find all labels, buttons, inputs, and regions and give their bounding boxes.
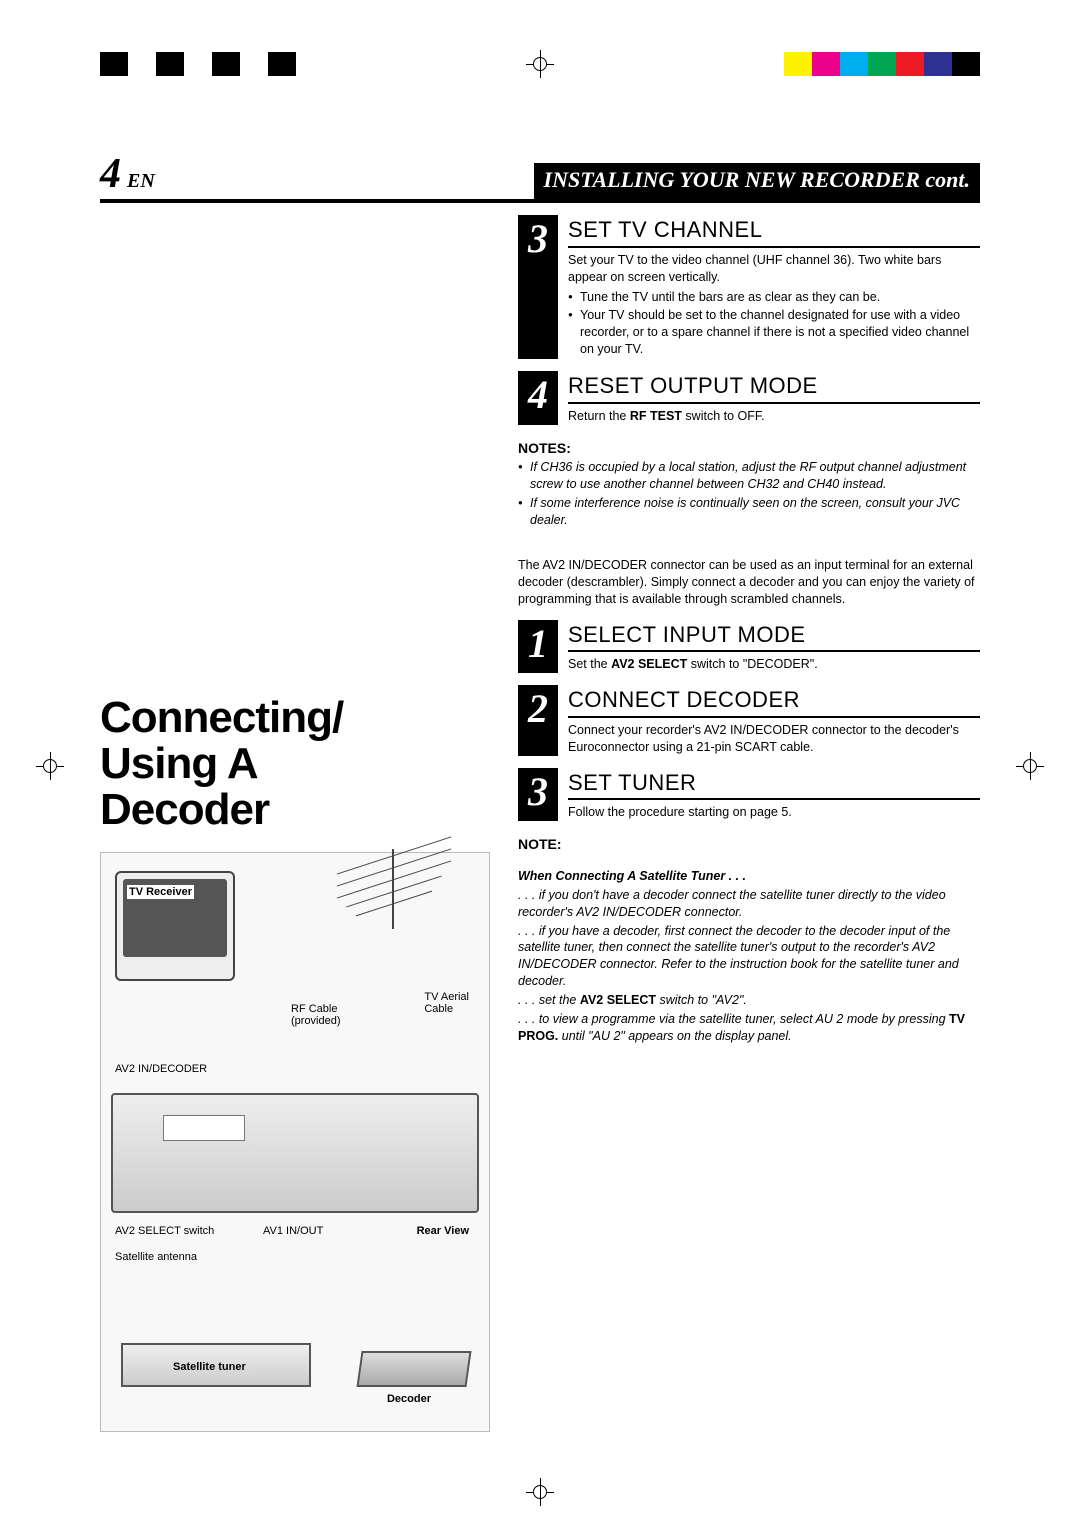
left-column: Connecting/Using ADecoder TV Receiver RF… [100,215,490,1432]
diagram-label-av2-select: AV2 SELECT switch [115,1225,214,1237]
step-number-box: 3 [518,215,558,359]
print-color-bar [0,52,1080,76]
color-swatch [812,52,840,76]
steps-top-group: 3 SET TV CHANNEL Set your TV to the video … [518,215,980,425]
step-title: SET TV CHANNEL [568,215,980,248]
step-title: SET TUNER [568,768,980,801]
diagram-label-satellite-antenna: Satellite antenna [115,1251,197,1263]
color-swatch [840,52,868,76]
step-body: RESET OUTPUT MODE Return the RF TEST swit… [558,371,980,425]
color-swatch [184,52,212,76]
step-bullet: Tune the TV until the bars are as clear … [568,289,980,306]
note2-paragraph: . . . to view a programme via the satell… [518,1011,980,1045]
notes-list: If CH36 is occupied by a local station, … [518,459,980,529]
registration-mark-top [530,54,550,74]
page-language: EN [127,170,155,193]
diagram-label-tv-receiver: TV Receiver [127,885,194,899]
note2-paragraph: . . . set the AV2 SELECT switch to "AV2"… [518,992,980,1009]
diagram-label-decoder: Decoder [387,1393,431,1405]
step-bullet-list: Tune the TV until the bars are as clear … [568,289,980,358]
color-swatch [952,52,980,76]
step-description: Return the RF TEST switch to OFF. [568,408,980,425]
step-body: CONNECT DECODER Connect your recorder's A… [558,685,980,755]
steps-bottom-group: 1 SELECT INPUT MODE Set the AV2 SELECT swi… [518,620,980,822]
step-number: 3 [528,772,548,812]
registration-mark-right [1020,756,1040,776]
registration-mark-bottom [530,1482,550,1502]
step-description: Follow the procedure starting on page 5. [568,804,980,821]
instruction-step: 4 RESET OUTPUT MODE Return the RF TEST swi… [518,371,980,425]
diagram-decoder-icon [356,1351,471,1387]
color-swatch [924,52,952,76]
step-number-box: 2 [518,685,558,755]
step-number: 2 [528,689,548,729]
right-column: 3 SET TV CHANNEL Set your TV to the video … [518,215,980,1432]
color-swatches-left [100,52,296,76]
instruction-step: 1 SELECT INPUT MODE Set the AV2 SELECT swi… [518,620,980,674]
color-swatch [784,52,812,76]
diagram-label-rear-view: Rear View [417,1225,469,1237]
color-swatch [212,52,240,76]
note-item: If CH36 is occupied by a local station, … [518,459,980,493]
step-title: SELECT INPUT MODE [568,620,980,653]
color-swatch [100,52,128,76]
step-number: 3 [528,219,548,259]
step-title: CONNECT DECODER [568,685,980,718]
step-description: Set the AV2 SELECT switch to "DECODER". [568,656,980,673]
decoder-intro-paragraph: The AV2 IN/DECODER connector can be used… [518,557,980,608]
left-empty-space [100,215,490,695]
page-number: 4 [100,150,121,198]
step-bullet: Your TV should be set to the channel des… [568,307,980,358]
diagram-label-tv-aerial: TV Aerial Cable [424,991,469,1015]
diagram-aerial-icon [334,855,454,925]
note2-heading: NOTE: [518,835,980,854]
diagram-label-av2-in: AV2 IN/DECODER [115,1063,207,1075]
registration-mark-left [40,756,60,776]
step-number-box: 1 [518,620,558,674]
instruction-step: 2 CONNECT DECODER Connect your recorder's … [518,685,980,755]
step-body: SELECT INPUT MODE Set the AV2 SELECT swit… [558,620,980,674]
step-number: 1 [528,624,548,664]
note2-paragraph: . . . if you don't have a decoder connec… [518,887,980,921]
instruction-step: 3 SET TUNER Follow the procedure starting … [518,768,980,822]
note-item: If some interference noise is continuall… [518,495,980,529]
color-swatch [128,52,156,76]
step-body: SET TV CHANNEL Set your TV to the video c… [558,215,980,359]
color-swatch [156,52,184,76]
connection-diagram: TV Receiver RF Cable (provided) TV Aeria… [100,852,490,1432]
step-title: RESET OUTPUT MODE [568,371,980,404]
page-header: 4 EN INSTALLING YOUR NEW RECORDER cont. [100,150,980,203]
color-swatches-right [784,52,980,76]
notes-heading: NOTES: [518,439,980,458]
step-number: 4 [528,375,548,415]
step-description: Connect your recorder's AV2 IN/DECODER c… [568,722,980,756]
header-title: INSTALLING YOUR NEW RECORDER cont. [534,163,980,199]
step-number-box: 3 [518,768,558,822]
diagram-label-rf-cable: RF Cable (provided) [291,1003,341,1027]
step-description: Set your TV to the video channel (UHF ch… [568,252,980,286]
step-body: SET TUNER Follow the procedure starting o… [558,768,980,822]
diagram-label-satellite-tuner: Satellite tuner [173,1361,246,1373]
color-swatch [240,52,268,76]
section-title: Connecting/Using ADecoder [100,695,490,834]
diagram-vcr-icon [111,1093,479,1213]
color-swatch [896,52,924,76]
manual-page: 4 EN INSTALLING YOUR NEW RECORDER cont. … [0,0,1080,1532]
color-swatch [268,52,296,76]
step-number-box: 4 [518,371,558,425]
diagram-label-av1-inout: AV1 IN/OUT [263,1225,323,1237]
note2-block: When Connecting A Satellite Tuner . . . … [518,868,980,1045]
note2-paragraph: . . . if you have a decoder, first conne… [518,923,980,991]
instruction-step: 3 SET TV CHANNEL Set your TV to the video … [518,215,980,359]
color-swatch [868,52,896,76]
note2-subheading: When Connecting A Satellite Tuner . . . [518,868,980,885]
